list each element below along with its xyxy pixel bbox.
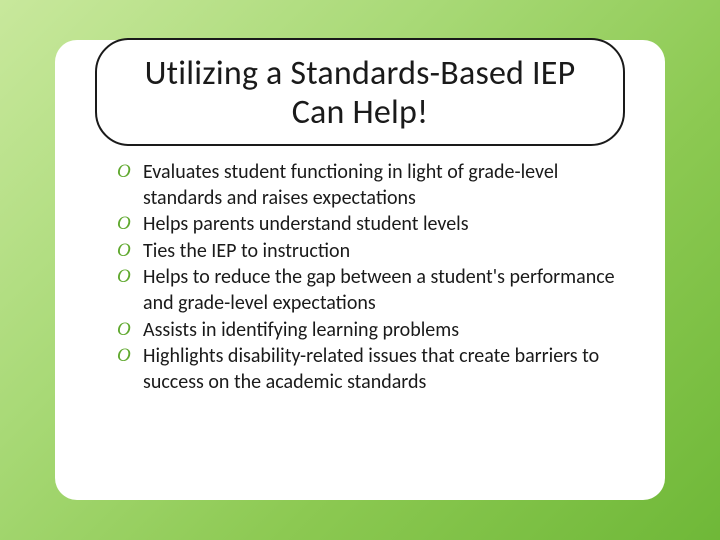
bullet-text: Evaluates student functioning in light o… bbox=[143, 160, 627, 211]
slide-title: Utilizing a Standards-Based IEP Can Help… bbox=[117, 54, 603, 132]
list-item: O Evaluates student functioning in light… bbox=[117, 160, 627, 211]
bullet-marker-icon: O bbox=[117, 344, 143, 369]
bullet-marker-icon: O bbox=[117, 265, 143, 290]
bullet-list: O Evaluates student functioning in light… bbox=[117, 160, 627, 396]
bullet-text: Ties the IEP to instruction bbox=[143, 239, 350, 265]
bullet-text: Assists in identifying learning problems bbox=[143, 318, 459, 344]
list-item: O Helps parents understand student level… bbox=[117, 212, 627, 238]
list-item: O Highlights disability-related issues t… bbox=[117, 344, 627, 395]
slide-card: Utilizing a Standards-Based IEP Can Help… bbox=[55, 40, 665, 500]
title-container: Utilizing a Standards-Based IEP Can Help… bbox=[95, 38, 625, 146]
bullet-text: Helps parents understand student levels bbox=[143, 212, 469, 238]
bullet-text: Highlights disability-related issues tha… bbox=[143, 344, 627, 395]
bullet-marker-icon: O bbox=[117, 318, 143, 343]
bullet-text: Helps to reduce the gap between a studen… bbox=[143, 265, 627, 316]
list-item: O Assists in identifying learning proble… bbox=[117, 318, 627, 344]
list-item: O Helps to reduce the gap between a stud… bbox=[117, 265, 627, 316]
bullet-marker-icon: O bbox=[117, 239, 143, 264]
list-item: O Ties the IEP to instruction bbox=[117, 239, 627, 265]
bullet-marker-icon: O bbox=[117, 212, 143, 237]
bullet-marker-icon: O bbox=[117, 160, 143, 185]
